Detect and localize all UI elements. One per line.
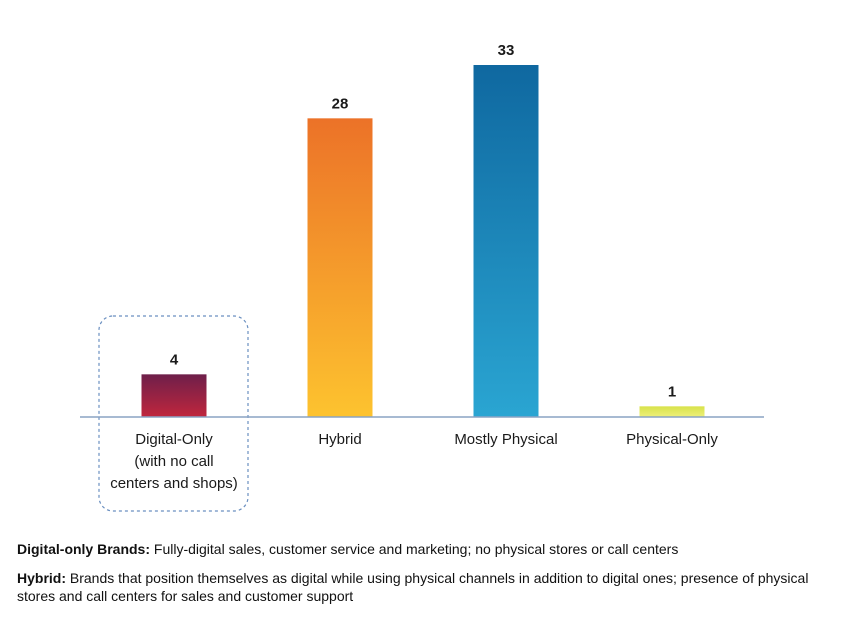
definition-hybrid: Hybrid: Brands that position themselves …: [17, 569, 827, 605]
value-label: 1: [668, 383, 676, 400]
category-label: Digital-Only (with no call centers and sho…: [110, 431, 238, 492]
category-label-line: Digital-Only: [135, 431, 213, 448]
value-label: 4: [170, 351, 179, 368]
definition-term: Hybrid:: [17, 570, 66, 586]
value-label: 28: [332, 95, 349, 112]
definition-text: Fully-digital sales, customer service an…: [150, 541, 679, 557]
category-label-line: (with no call: [134, 453, 213, 470]
category-label-line: Mostly Physical: [454, 431, 557, 448]
category-label: Mostly Physical: [454, 431, 557, 448]
definitions: Digital-only Brands: Fully-digital sales…: [17, 540, 827, 616]
category-label-line: centers and shops): [110, 475, 238, 492]
definition-digital-only: Digital-only Brands: Fully-digital sales…: [17, 540, 827, 558]
category-label: Hybrid: [318, 431, 361, 448]
definition-term: Digital-only Brands:: [17, 541, 151, 557]
category-label-line: Physical-Only: [626, 431, 718, 448]
bar-chart: 4 Digital-Only (with no call centers and sh…: [80, 42, 764, 512]
value-label: 33: [498, 42, 515, 59]
bar: [639, 406, 705, 417]
bar: [473, 65, 539, 417]
definition-text: Brands that position themselves as digit…: [17, 570, 809, 604]
highlight-box: [98, 315, 249, 512]
category-label-line: Hybrid: [318, 431, 361, 448]
bar: [307, 118, 373, 417]
category-label: Physical-Only: [626, 431, 718, 448]
bar: [141, 374, 207, 417]
